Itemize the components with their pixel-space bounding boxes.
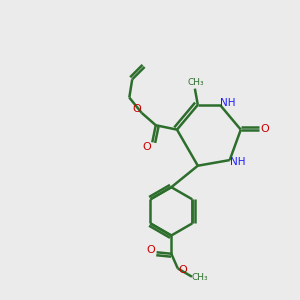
- Text: O: O: [142, 142, 151, 152]
- Text: CH₃: CH₃: [192, 273, 208, 282]
- Text: NH: NH: [220, 98, 236, 108]
- Text: O: O: [132, 104, 141, 114]
- Text: O: O: [146, 245, 155, 255]
- Text: NH: NH: [230, 157, 246, 166]
- Text: CH₃: CH₃: [187, 78, 204, 87]
- Text: O: O: [260, 124, 269, 134]
- Text: O: O: [179, 265, 188, 275]
